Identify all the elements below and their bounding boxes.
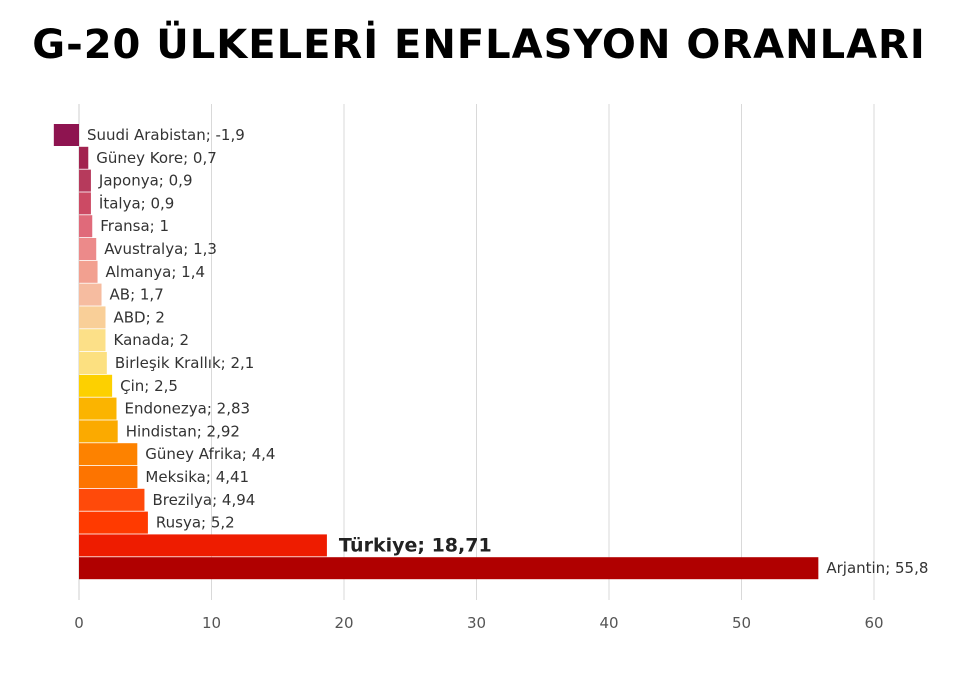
x-tick-label: 50 (732, 614, 751, 632)
bar (79, 238, 97, 260)
bar-data-label: ABD; 2 (114, 308, 165, 326)
bar-data-label: Endonezya; 2,83 (124, 400, 250, 418)
bar (53, 124, 79, 146)
bar (79, 511, 148, 534)
x-tick-label: 40 (599, 614, 618, 632)
bar-data-label: Birleşik Krallık; 2,1 (115, 354, 255, 372)
bar (79, 534, 327, 557)
x-tick-label: 30 (467, 614, 486, 632)
bar-data-label: Hindistan; 2,92 (126, 422, 240, 440)
data-labels: Suudi Arabistan; -1,9 Güney Kore; 0,7 Japo… (87, 126, 928, 577)
bar-data-label: Güney Afrika; 4,4 (145, 445, 275, 463)
x-tick-label: 20 (334, 614, 353, 632)
bar-data-label: Rusya; 5,2 (156, 514, 235, 532)
bar (79, 329, 106, 352)
bar-data-label: AB; 1,7 (110, 286, 164, 304)
bar (79, 420, 118, 443)
bar (79, 443, 138, 466)
x-axis-ticks: 0 10 20 30 40 50 60 (74, 614, 883, 632)
bar (79, 557, 819, 580)
x-tick-label: 10 (202, 614, 221, 632)
bar-data-label: Japonya; 0,9 (98, 172, 193, 190)
bar-data-label: Meksika; 4,41 (145, 468, 249, 486)
bar (79, 352, 107, 374)
bar (79, 397, 117, 420)
bar-data-label: Arjantin; 55,8 (826, 559, 928, 577)
bar (79, 260, 98, 283)
bar (79, 146, 89, 169)
bar (79, 192, 91, 215)
x-tick-label: 60 (864, 614, 883, 632)
bar-data-label: İtalya; 0,9 (99, 193, 174, 212)
bar (79, 374, 113, 397)
bar-data-label: Güney Kore; 0,7 (96, 149, 217, 167)
bar (79, 466, 138, 488)
bar-data-label: Almanya; 1,4 (106, 263, 206, 281)
bar-data-label: Türkiye; 18,71 (339, 534, 492, 556)
bar (79, 169, 91, 192)
bar-data-label: Suudi Arabistan; -1,9 (87, 126, 245, 144)
bar (79, 488, 145, 511)
bar-data-label: Kanada; 2 (114, 331, 190, 349)
chart-title: G-20 ÜLKELERİ ENFLASYON ORANLARI (32, 22, 926, 68)
bar (79, 306, 106, 329)
bars (53, 124, 819, 580)
bar-data-label: Brezilya; 4,94 (152, 491, 255, 509)
x-tick-label: 0 (74, 614, 84, 632)
bar (79, 215, 93, 238)
bar-data-label: Fransa; 1 (100, 217, 169, 235)
bar (79, 283, 102, 306)
bar-data-label: Çin; 2,5 (120, 377, 178, 395)
bar-data-label: Avustralya; 1,3 (104, 240, 217, 258)
